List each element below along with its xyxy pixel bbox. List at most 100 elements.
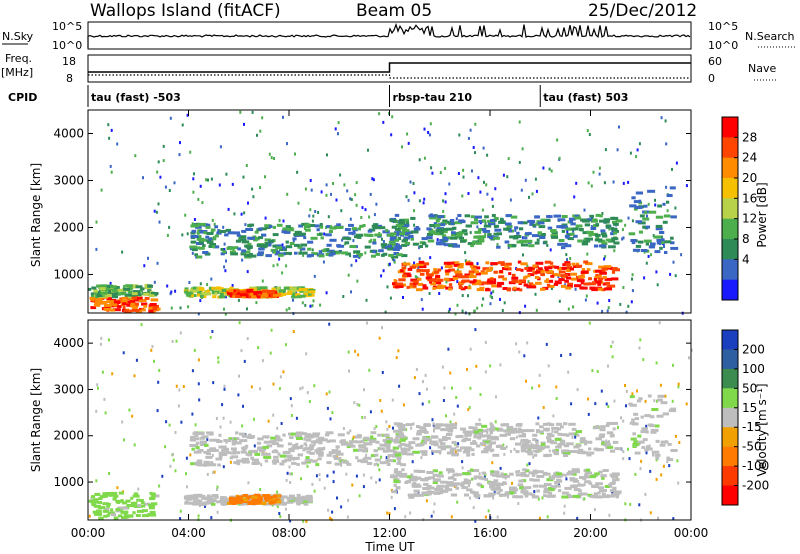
- echo-cell: [638, 230, 643, 234]
- echo-cell: [416, 288, 423, 292]
- echo-cell: [196, 432, 202, 436]
- echo-cell: [357, 448, 363, 452]
- colorbar-tick-label: 50: [742, 381, 757, 395]
- scatter-point: [308, 400, 311, 403]
- scatter-point: [484, 370, 487, 374]
- scatter-point: [550, 287, 553, 291]
- echo-cell: [450, 493, 458, 497]
- echo-cell: [409, 282, 414, 286]
- scatter-point: [443, 386, 446, 390]
- echo-cell: [595, 437, 602, 441]
- scatter-point: [205, 178, 208, 182]
- echo-cell: [346, 462, 352, 466]
- echo-cell: [336, 450, 341, 454]
- echo-cell: [118, 491, 124, 495]
- echo-cell: [393, 422, 401, 426]
- echo-cell: [458, 231, 465, 235]
- echo-cell: [310, 440, 314, 444]
- echo-cell: [552, 273, 558, 277]
- echo-cell: [107, 284, 114, 288]
- echo-cell: [93, 289, 98, 293]
- echo-cell: [602, 275, 607, 279]
- echo-cell: [553, 450, 559, 454]
- echo-cell: [450, 233, 456, 237]
- echo-cell: [379, 461, 386, 465]
- scatter-point: [172, 458, 175, 462]
- scatter-point: [658, 321, 661, 325]
- scatter-point: [375, 202, 378, 206]
- scatter-point: [358, 403, 361, 407]
- echo-cell: [268, 225, 273, 228]
- echo-cell: [509, 491, 515, 495]
- scatter-point: [431, 451, 434, 455]
- echo-cell: [380, 243, 388, 247]
- echo-cell: [127, 290, 133, 294]
- scatter-point: [477, 176, 480, 180]
- echo-cell: [335, 445, 340, 449]
- scatter-point: [471, 477, 474, 481]
- echo-cell: [214, 225, 219, 229]
- echo-cell: [509, 235, 515, 239]
- scatter-point: [155, 210, 158, 214]
- echo-cell: [240, 238, 247, 242]
- echo-cell: [199, 436, 205, 440]
- echo-cell: [262, 289, 271, 293]
- echo-cell: [326, 439, 331, 443]
- scatter-point: [645, 261, 648, 265]
- echo-cell: [353, 250, 361, 254]
- echo-cell: [511, 279, 519, 283]
- echo-cell: [496, 245, 501, 249]
- echo-cell: [242, 295, 246, 299]
- echo-cell: [365, 442, 373, 446]
- echo-cell: [449, 426, 457, 430]
- echo-cell: [655, 227, 663, 231]
- echo-cell: [297, 453, 304, 457]
- scatter-point: [461, 460, 464, 464]
- scatter-point: [644, 399, 647, 403]
- scatter-point: [175, 384, 178, 388]
- echo-cell: [521, 473, 526, 477]
- echo-cell: [666, 458, 674, 462]
- echo-cell: [371, 254, 376, 258]
- echo-cell: [588, 481, 593, 485]
- scatter-point: [270, 328, 273, 332]
- echo-cell: [109, 491, 118, 495]
- echo-cell: [609, 489, 617, 493]
- echo-cell: [372, 241, 377, 245]
- echo-cell: [433, 222, 438, 226]
- echo-cell: [452, 473, 458, 477]
- echo-cell: [245, 254, 252, 257]
- scatter-point: [668, 464, 671, 468]
- scatter-point: [528, 195, 530, 199]
- scatter-point: [325, 392, 328, 396]
- echo-cell: [132, 494, 140, 498]
- echo-cell: [543, 240, 548, 244]
- echo-cell: [651, 408, 659, 411]
- echo-cell: [127, 293, 136, 297]
- echo-cell: [394, 245, 402, 249]
- scatter-point: [331, 411, 334, 414]
- echo-cell: [234, 497, 240, 501]
- echo-cell: [113, 302, 117, 306]
- scatter-point: [326, 406, 329, 410]
- echo-cell: [110, 285, 117, 289]
- scatter-point: [588, 133, 591, 136]
- echo-cell: [427, 490, 432, 494]
- echo-cell: [602, 234, 608, 238]
- echo-cell: [368, 240, 372, 244]
- scatter-point: [243, 359, 246, 363]
- scatter-point: [407, 141, 410, 145]
- echo-cell: [475, 279, 482, 283]
- scatter-point: [354, 193, 357, 197]
- echo-cell: [508, 272, 512, 276]
- scatter-point: [507, 246, 510, 249]
- colorbar-tick-label: 200: [742, 342, 765, 356]
- echo-cell: [494, 228, 502, 232]
- echo-cell: [546, 215, 553, 219]
- echo-cell: [569, 267, 574, 271]
- scatter-point: [472, 146, 475, 149]
- scatter-point: [302, 253, 305, 257]
- echo-cell: [437, 215, 444, 219]
- echo-cell: [510, 215, 518, 219]
